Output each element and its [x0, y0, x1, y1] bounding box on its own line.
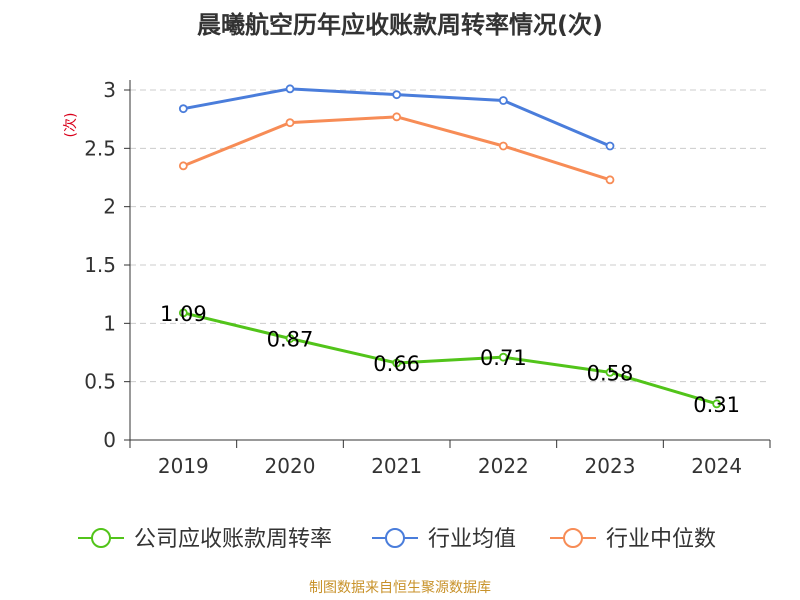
data-labels: 1.09 0.87 0.66 0.71 0.58 0.31: [160, 302, 740, 417]
data-point: [605, 367, 615, 377]
legend-item[interactable]: 行业中位数: [550, 527, 716, 552]
y-axis-ticks: 0 0.5 1 1.5 2 2.5 3: [84, 78, 130, 452]
data-point: [285, 334, 295, 343]
axes: [129, 80, 770, 441]
x-tick-label: 2019: [158, 454, 209, 478]
legend-marker: [563, 528, 583, 548]
x-tick-label: 2020: [265, 454, 316, 478]
data-point: [392, 112, 402, 122]
legend-item[interactable]: 行业均值: [372, 527, 516, 552]
data-label: 0.66: [373, 352, 420, 376]
data-point: [712, 399, 722, 409]
y-tick-label: 2.5: [84, 136, 116, 160]
x-tick-label: 2024: [691, 454, 742, 478]
legend-item[interactable]: 公司应收账款周转率: [78, 527, 332, 552]
data-point: [498, 96, 508, 105]
y-tick-label: 1: [103, 311, 116, 335]
source-note: 制图数据来自恒生聚源数据库: [309, 580, 491, 596]
data-label: 1.09: [160, 302, 207, 326]
y-axis-unit-label: (次): [63, 113, 79, 138]
data-point: [392, 358, 402, 368]
legend-label: 行业中位数: [606, 527, 716, 552]
data-label: 0.58: [587, 361, 634, 385]
gridlines: [130, 89, 770, 383]
data-point: [498, 141, 508, 151]
legend[interactable]: 公司应收账款周转率 行业均值 行业中位数: [78, 527, 716, 552]
data-label: 0.87: [267, 328, 314, 352]
y-tick-label: 2: [103, 195, 116, 219]
data-point: [605, 141, 615, 151]
legend-label: 公司应收账款周转率: [134, 527, 332, 552]
series-line: [182, 311, 718, 406]
data-point: [605, 175, 615, 185]
x-tick-label: 2022: [478, 454, 529, 478]
chart-title: 晨曦航空历年应收账款周转率情况(次): [197, 11, 603, 39]
data-label: 0.71: [480, 346, 527, 370]
y-tick-label: 1.5: [84, 253, 116, 277]
y-tick-label: 0: [103, 428, 116, 452]
data-point: [178, 104, 188, 114]
data-point: [392, 90, 402, 100]
data-point: [285, 118, 295, 128]
y-tick-label: 0.5: [84, 370, 116, 394]
x-axis-ticks: 2019 2020 2021 2022 2023 2024: [129, 440, 771, 478]
series-group: [178, 84, 722, 409]
x-tick-label: 2023: [585, 454, 636, 478]
y-tick-label: 3: [103, 78, 116, 102]
data-point: [178, 161, 188, 171]
legend-label: 行业均值: [428, 527, 516, 552]
data-point: [178, 308, 188, 318]
legend-marker: [91, 528, 111, 548]
x-tick-label: 2021: [371, 454, 422, 478]
data-point: [498, 352, 508, 362]
data-label: 0.31: [693, 393, 740, 417]
legend-marker: [385, 528, 405, 548]
data-point: [285, 84, 295, 94]
